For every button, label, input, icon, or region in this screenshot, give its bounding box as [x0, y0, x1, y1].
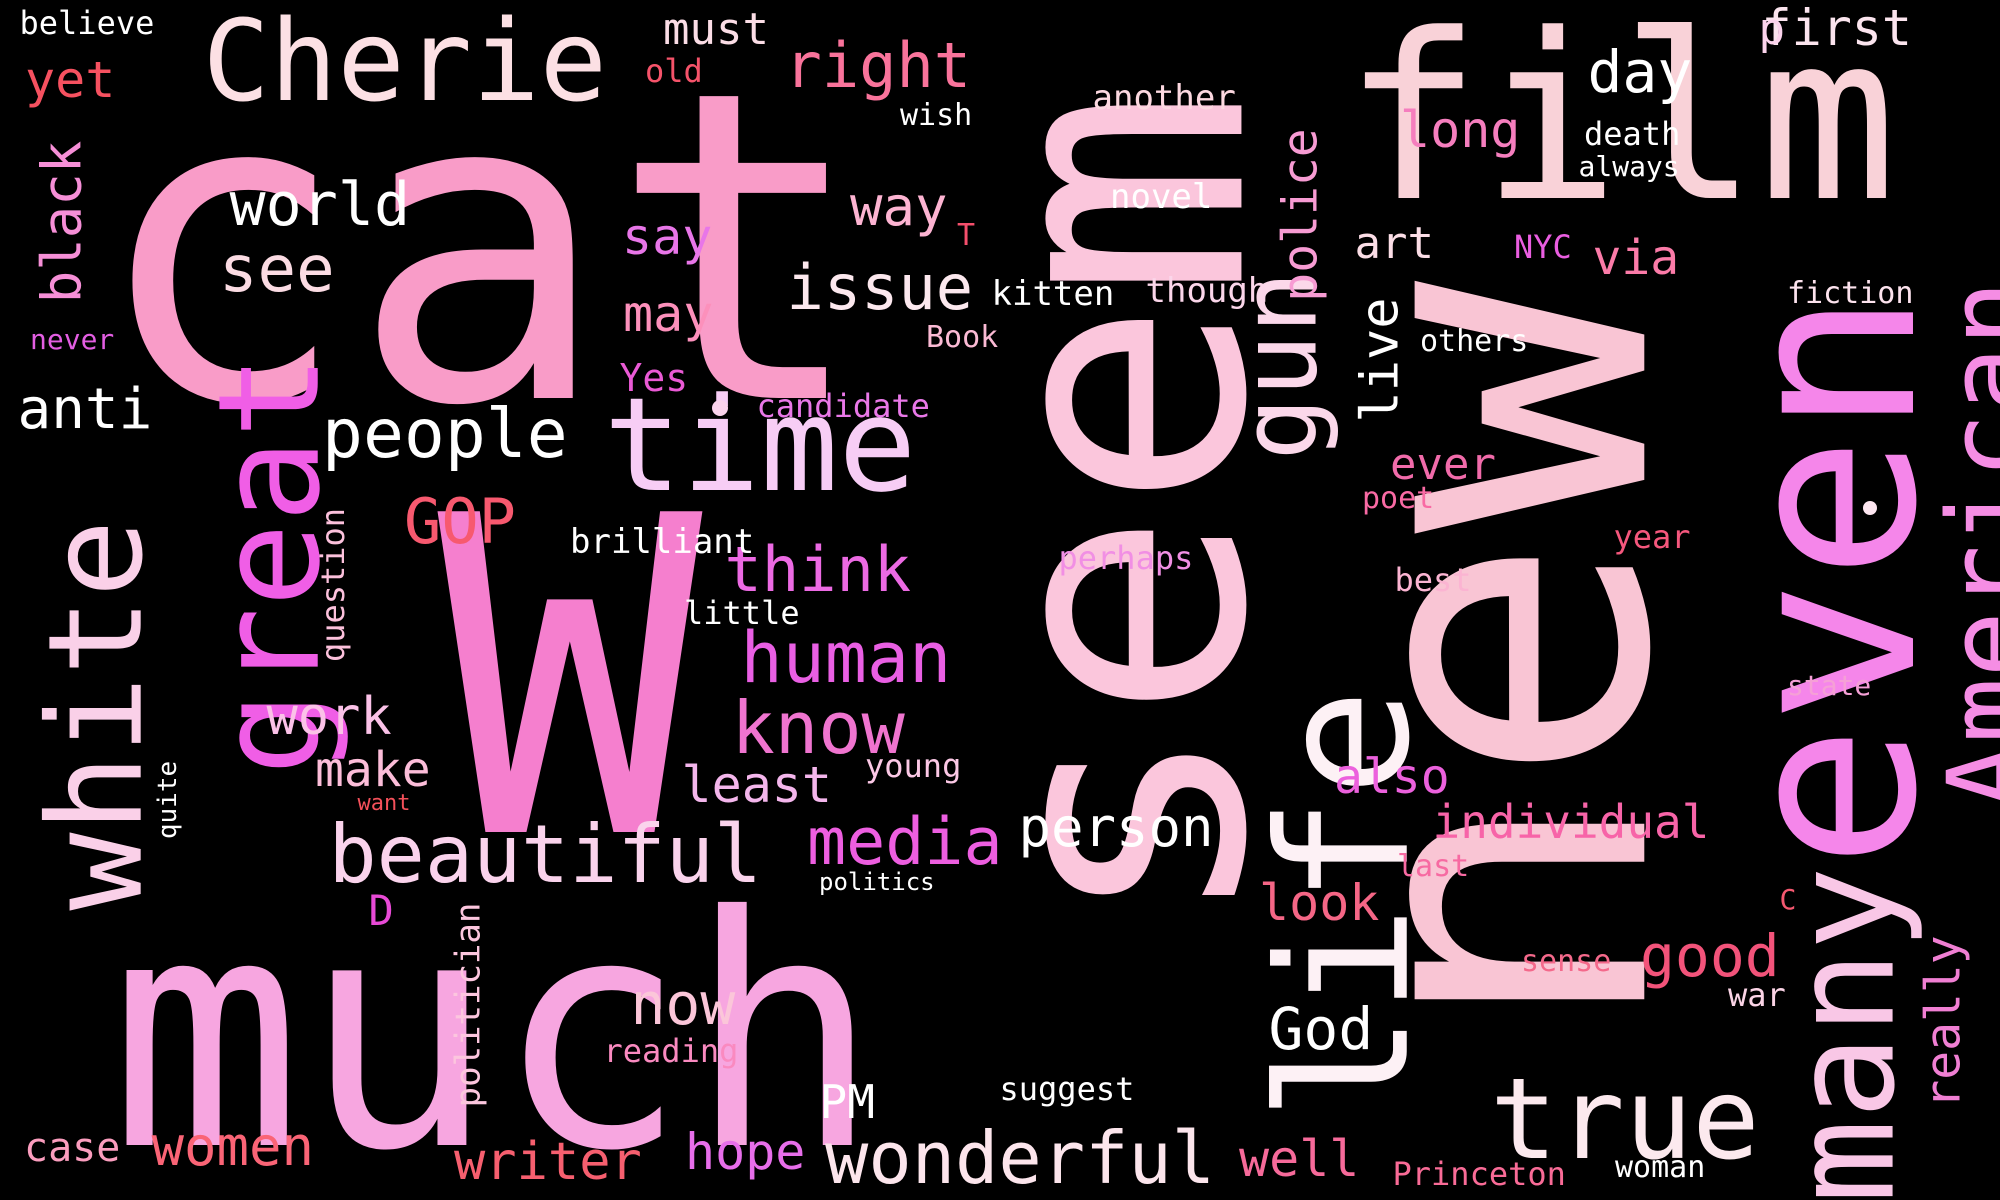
word: poet	[1362, 481, 1435, 516]
word: first	[1761, 0, 1913, 57]
word: world	[229, 170, 411, 240]
word: people	[322, 395, 568, 474]
word: politics	[819, 868, 935, 896]
word: art	[1354, 218, 1434, 269]
word: suggest	[999, 1070, 1135, 1108]
word: never	[30, 323, 115, 356]
word: Yes	[619, 356, 689, 400]
word: may	[623, 285, 714, 343]
word: W	[437, 424, 703, 936]
word: yet	[25, 51, 116, 109]
word: NYC	[1514, 228, 1572, 266]
word: via	[1592, 230, 1680, 286]
word: well	[1239, 1130, 1360, 1188]
word: best	[1394, 561, 1472, 599]
word: quite	[153, 760, 184, 840]
word: true	[1490, 1055, 1760, 1185]
word: wonderful	[825, 1116, 1216, 1200]
word: good	[1640, 922, 1780, 990]
word: film	[1343, 0, 1897, 253]
word: cat	[91, 0, 869, 500]
word: kitten	[991, 274, 1115, 314]
word: way	[850, 175, 948, 238]
word: black	[29, 140, 93, 304]
word: question	[314, 507, 353, 663]
word: also	[1334, 749, 1450, 805]
word: candidate	[756, 387, 930, 425]
word: woman	[1615, 1150, 1706, 1185]
word: wish	[900, 98, 973, 133]
word: want	[357, 791, 411, 816]
word: white	[19, 519, 172, 911]
word: T	[957, 218, 976, 253]
word: look	[1259, 874, 1380, 932]
word: American	[1923, 280, 2000, 810]
word: must	[663, 4, 769, 55]
word: little	[684, 594, 800, 632]
word: case	[24, 1125, 121, 1171]
word: ever	[1390, 439, 1496, 490]
word: see	[219, 233, 335, 307]
word: novel	[1110, 177, 1213, 217]
word: time	[603, 369, 917, 521]
word: day	[1587, 38, 1693, 106]
word: writer	[454, 1132, 642, 1192]
word: believe	[19, 4, 155, 42]
word: old	[645, 52, 703, 90]
word: reading	[603, 1032, 739, 1070]
word: person	[1018, 796, 1214, 859]
word: right	[784, 29, 972, 102]
word: really	[1915, 935, 1972, 1109]
word: individual	[1432, 795, 1710, 849]
word: much	[109, 849, 881, 1200]
word: death	[1584, 115, 1681, 153]
word: anti	[17, 377, 153, 442]
word: know	[731, 686, 905, 770]
word: PM	[819, 1075, 875, 1129]
word: D	[368, 886, 394, 935]
word: brilliant	[570, 522, 755, 562]
word: fiction	[1787, 276, 1914, 311]
word: C	[1779, 883, 1797, 916]
word: beautiful	[328, 808, 762, 901]
word: many	[1763, 866, 1927, 1200]
word: human	[740, 617, 952, 699]
word: now	[630, 970, 736, 1038]
word: police	[1272, 128, 1329, 302]
word: sense	[1521, 944, 1612, 979]
word: Princeton	[1392, 1155, 1566, 1193]
word: work	[266, 687, 392, 747]
word: issue	[786, 251, 974, 324]
word: others	[1420, 324, 1529, 359]
word: though	[1145, 271, 1269, 311]
word: war	[1728, 976, 1786, 1014]
word: say	[622, 208, 713, 266]
dot-mark	[1863, 501, 1877, 515]
word: perhaps	[1058, 539, 1194, 577]
word: live	[1350, 297, 1411, 423]
word: always	[1578, 150, 1680, 183]
word: hope	[685, 1123, 806, 1181]
word: Cherie	[202, 0, 608, 127]
word: make	[315, 742, 431, 798]
word: God	[1268, 995, 1374, 1063]
word: politician	[447, 902, 488, 1108]
word: think	[724, 533, 912, 606]
word: p	[1758, 4, 1786, 55]
word: another	[1092, 78, 1236, 118]
word: year	[1613, 518, 1691, 556]
word: women	[151, 1115, 315, 1178]
word: even	[1689, 291, 1970, 869]
dot-mark	[712, 400, 728, 416]
word: last	[1397, 849, 1470, 884]
word: Book	[926, 320, 999, 355]
word: GOP	[404, 485, 516, 558]
word: media	[807, 804, 1003, 880]
word: least	[681, 756, 833, 814]
word: state	[1787, 669, 1872, 702]
word: long	[1400, 101, 1521, 159]
word: young	[865, 747, 962, 785]
